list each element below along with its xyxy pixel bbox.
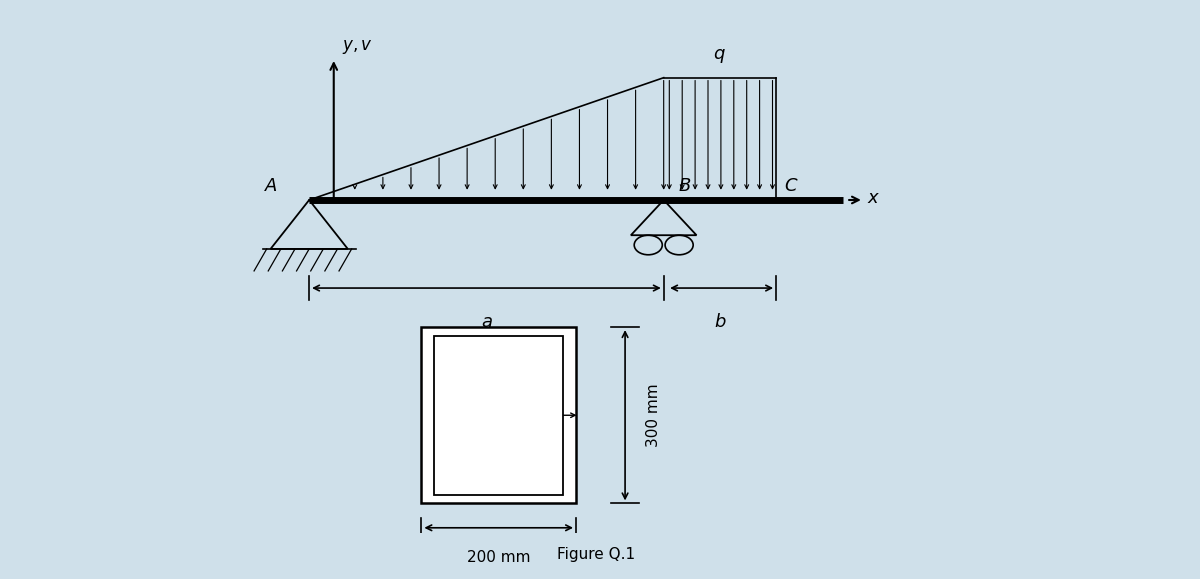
Text: $B$: $B$ xyxy=(678,177,691,195)
Text: $b$: $b$ xyxy=(714,313,726,331)
Text: $y, v$: $y, v$ xyxy=(342,38,373,56)
Text: 300 mm: 300 mm xyxy=(646,383,661,447)
Text: $C$: $C$ xyxy=(785,177,799,195)
Text: 200 mm: 200 mm xyxy=(467,550,530,565)
Text: $a$: $a$ xyxy=(480,313,492,331)
Text: $A$: $A$ xyxy=(264,177,277,195)
Bar xyxy=(421,327,576,503)
Text: $x$: $x$ xyxy=(868,189,881,207)
Bar xyxy=(434,336,563,494)
Text: 5 mm: 5 mm xyxy=(514,408,557,423)
Text: Figure Q.1: Figure Q.1 xyxy=(557,547,636,562)
Text: $q$: $q$ xyxy=(714,47,726,65)
